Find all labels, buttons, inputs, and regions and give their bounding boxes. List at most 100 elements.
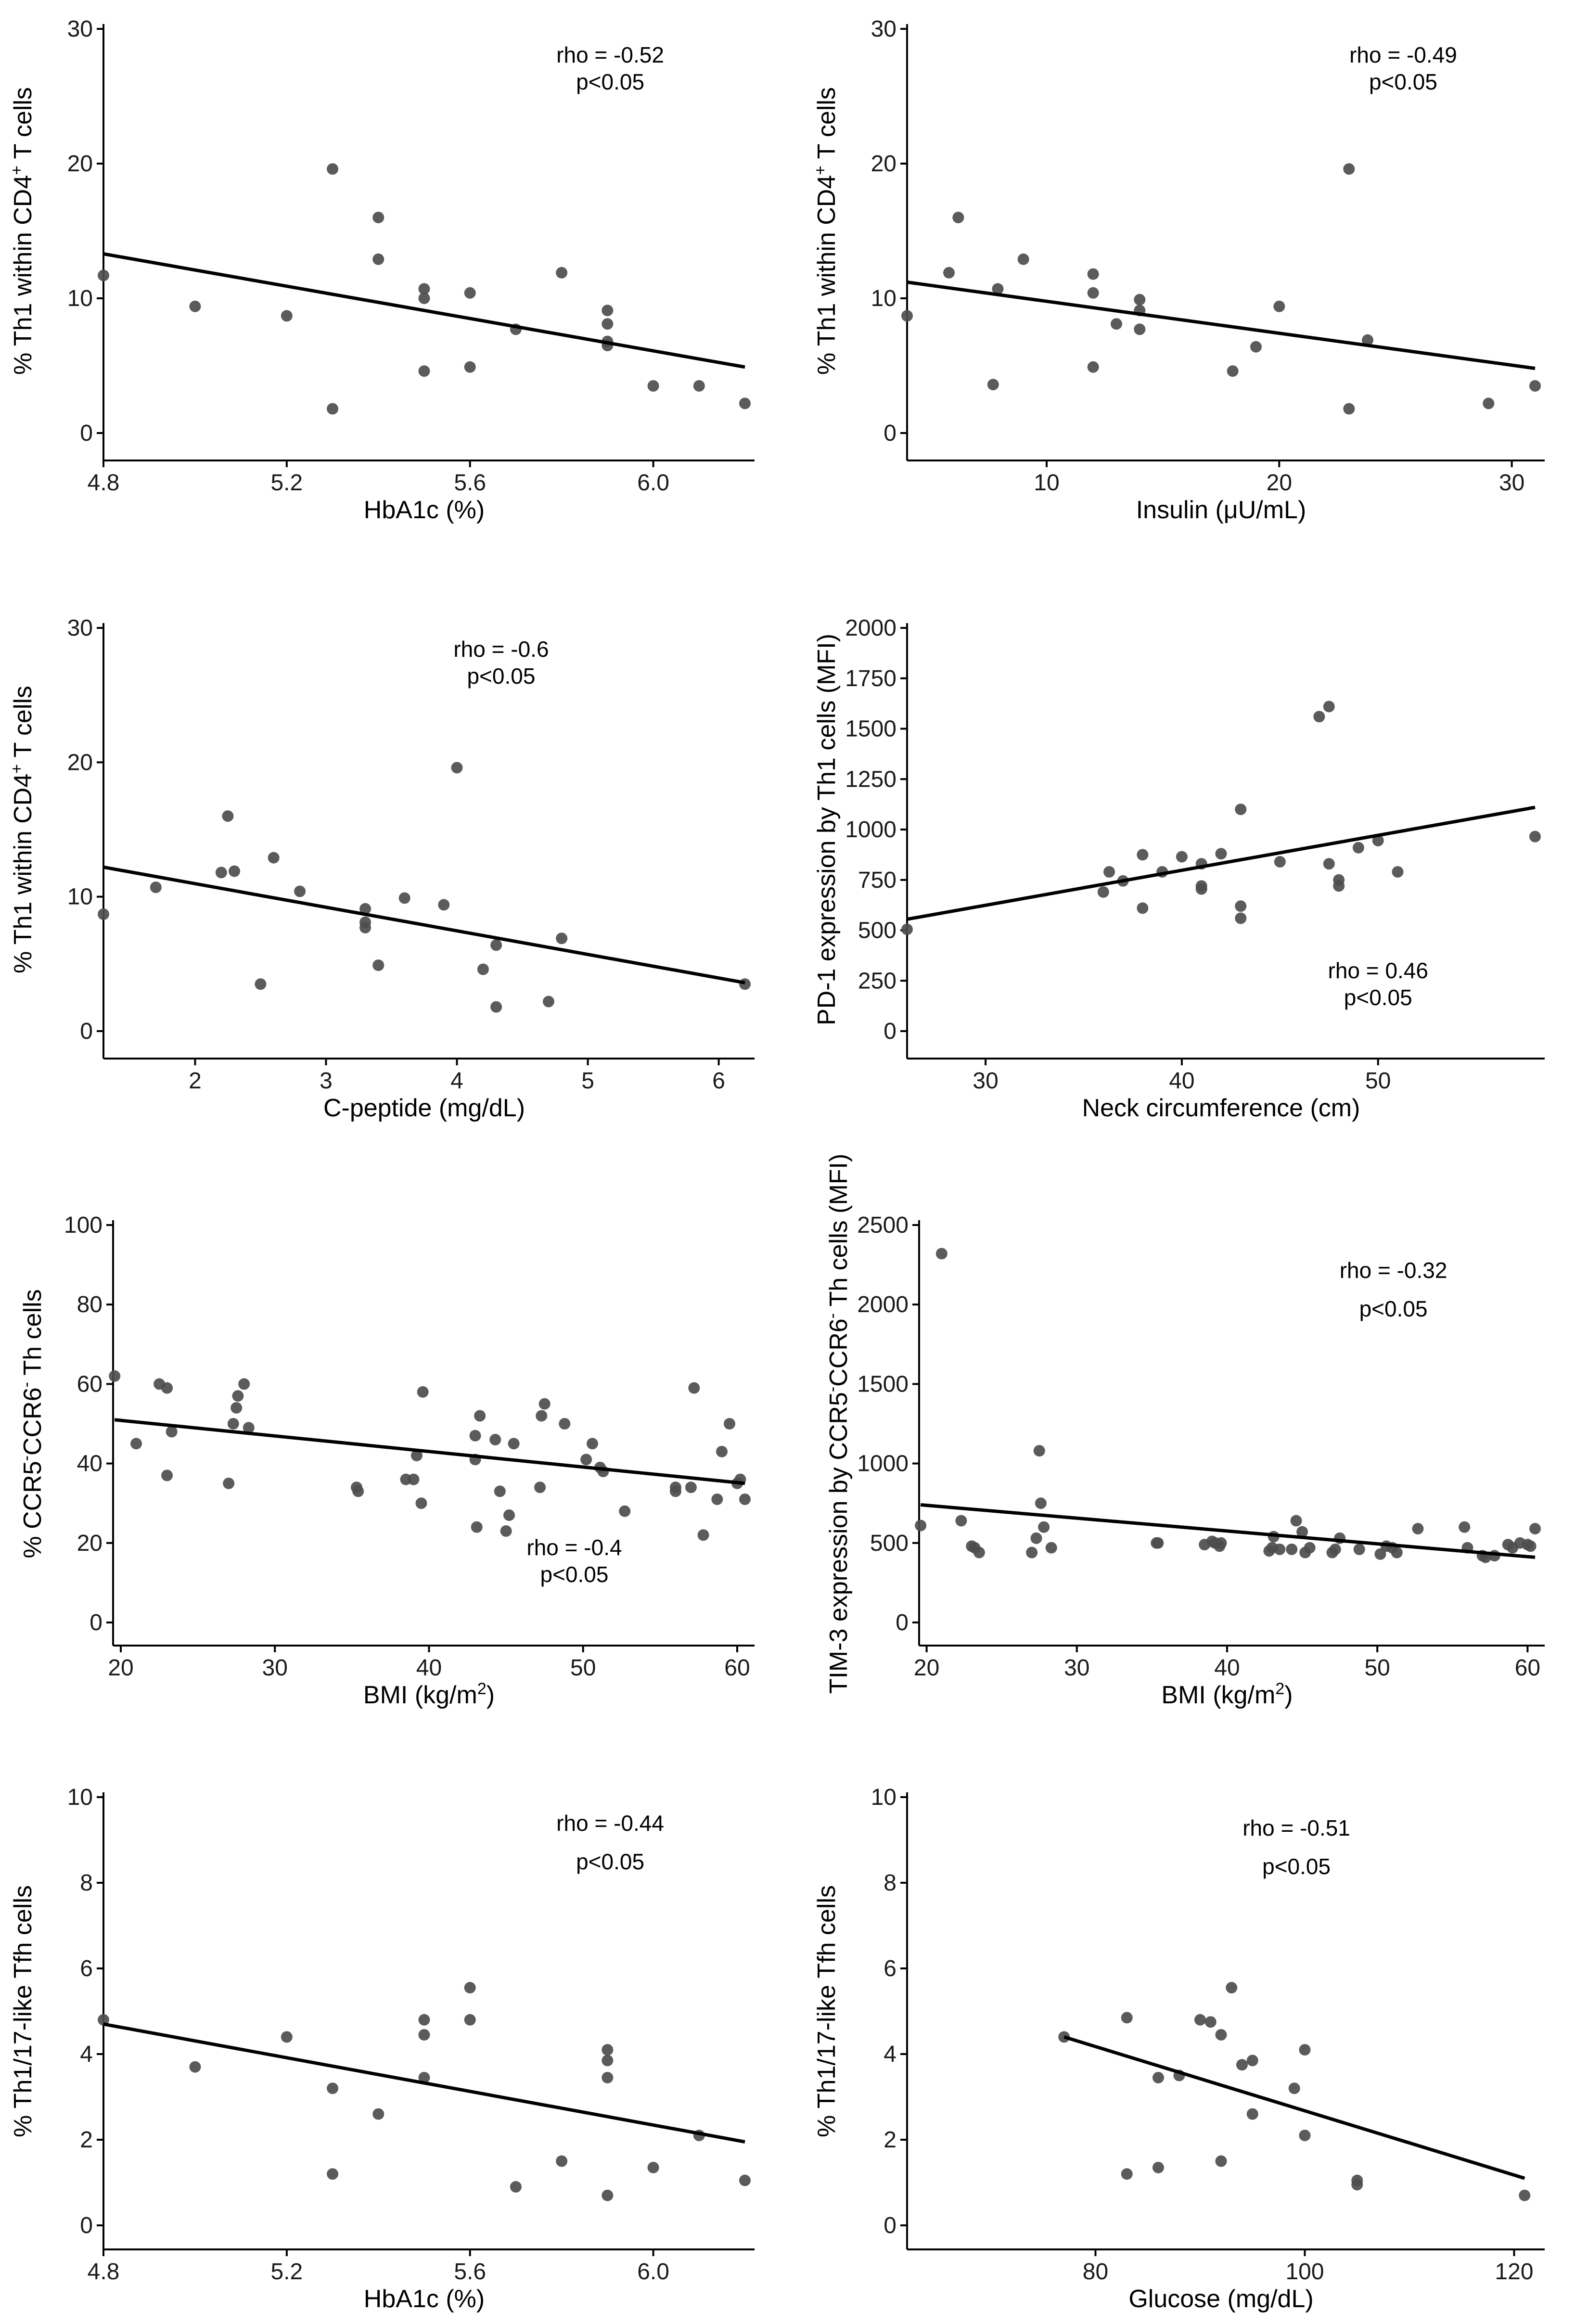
data-point [500, 1525, 512, 1537]
y-tick-label: 2000 [857, 1292, 909, 1317]
scatter-panel-h: 0 2 4 6 8 10 80 100 120 Glucose (mg/dL) % Th1/17-l… [813, 1785, 1545, 2313]
y-tick-label: 2 [884, 2127, 896, 2153]
data-point [327, 403, 339, 415]
data-point [1235, 912, 1247, 924]
data-point [243, 1422, 255, 1434]
data-point [1194, 2014, 1206, 2026]
data-point [161, 1382, 173, 1394]
data-point [418, 293, 430, 304]
data-point [1033, 1445, 1045, 1457]
data-point [602, 2071, 614, 2083]
data-point [1097, 886, 1109, 898]
x-axis-label: Neck circumference (cm) [1082, 1094, 1360, 1122]
p-value-annotation: p<0.05 [540, 1562, 608, 1587]
data-point [602, 2055, 614, 2067]
data-point [716, 1445, 728, 1457]
x-tick-label: 30 [1064, 1655, 1089, 1681]
data-point [418, 365, 430, 377]
data-point [1313, 711, 1325, 723]
data-point [1304, 1542, 1316, 1554]
data-point [408, 1473, 420, 1485]
scatter-panel-a: 0 10 20 30 4.8 5.2 5.6 6.0 HbA1c (%) % Th1 within… [8, 16, 755, 524]
data-point [222, 810, 234, 822]
x-axis-label: BMI (kg/m2) [1161, 1680, 1293, 1709]
y-tick-label: 0 [896, 1610, 909, 1635]
data-point [150, 881, 162, 894]
data-point [952, 212, 964, 223]
p-value-annotation: p<0.05 [576, 1849, 644, 1874]
data-point [1274, 1544, 1286, 1556]
y-tick-label: 0 [80, 421, 93, 446]
x-tick-label: 100 [1285, 2259, 1324, 2285]
scatter-panel-f: 0 500 1000 1500 2000 2500 20 30 40 50 60 BMI (kg/m2… [823, 1154, 1545, 1709]
data-point [542, 996, 554, 1008]
x-tick-label: 2 [189, 1068, 202, 1094]
y-tick-label: 20 [67, 750, 93, 775]
x-tick-label: 4.8 [88, 2259, 120, 2285]
data-point [1111, 318, 1122, 330]
data-point [1529, 1523, 1541, 1535]
data-point [711, 1493, 723, 1505]
data-point [1333, 880, 1345, 892]
data-point [1392, 866, 1404, 878]
data-point [1296, 1526, 1308, 1538]
x-tick-label: 30 [973, 1068, 998, 1094]
data-point [464, 1982, 476, 1994]
x-tick-label: 30 [1499, 470, 1524, 496]
y-tick-label: 40 [77, 1451, 102, 1477]
x-tick-label: 4 [450, 1068, 463, 1094]
data-point [1204, 2016, 1216, 2028]
y-tick-label: 10 [67, 286, 93, 311]
data-point [955, 1515, 967, 1527]
data-point [1412, 1523, 1424, 1535]
data-point [1134, 294, 1146, 306]
y-tick-label: 500 [858, 918, 896, 944]
data-point [556, 2155, 568, 2167]
data-point [215, 867, 227, 879]
data-point [697, 1529, 709, 1541]
x-tick-label: 5.2 [270, 470, 303, 496]
data-point [223, 1477, 235, 1489]
trend-line [920, 1503, 1536, 1559]
x-tick-label: 5.6 [454, 470, 486, 496]
x-axis-label: Glucose (mg/dL) [1128, 2285, 1313, 2313]
data-point [739, 1493, 751, 1505]
data-point [538, 1398, 551, 1410]
x-tick-label: 20 [1267, 470, 1292, 496]
data-point [238, 1378, 250, 1390]
data-point [1137, 849, 1149, 861]
data-point [398, 892, 410, 904]
data-point [1288, 2082, 1300, 2094]
data-point [1103, 866, 1115, 878]
data-point [1038, 1521, 1050, 1533]
data-point [327, 2082, 339, 2094]
data-point [166, 1426, 178, 1438]
x-tick-label: 60 [1515, 1655, 1540, 1681]
data-point [490, 1001, 502, 1013]
scatter-panel-d: 0 250 500 750 1000 1250 1500 1750 2000 30 40 50Neck… [813, 615, 1545, 1122]
data-point [1353, 1544, 1365, 1556]
data-point [227, 1418, 239, 1430]
rho-annotation: rho = -0.32 [1340, 1258, 1447, 1283]
data-point [1246, 2055, 1258, 2067]
data-point [1176, 851, 1188, 863]
y-tick-label: 80 [77, 1292, 102, 1317]
trend-line [907, 280, 1536, 370]
data-point [418, 2029, 430, 2041]
x-tick-label: 40 [1214, 1655, 1240, 1681]
data-point [1529, 380, 1541, 392]
data-point [1134, 323, 1146, 335]
data-point [1343, 403, 1355, 415]
data-point [1483, 397, 1495, 409]
data-point [372, 2108, 384, 2120]
data-point [410, 1450, 423, 1462]
rho-annotation: rho = -0.6 [453, 637, 549, 662]
y-tick-label: 0 [884, 2213, 896, 2238]
data-point [464, 287, 476, 299]
data-point [556, 267, 568, 279]
y-tick-label: 10 [67, 1785, 93, 1810]
data-point [1215, 848, 1227, 860]
data-point [1299, 2130, 1311, 2142]
data-point [739, 2174, 751, 2186]
data-point [1524, 1540, 1537, 1552]
